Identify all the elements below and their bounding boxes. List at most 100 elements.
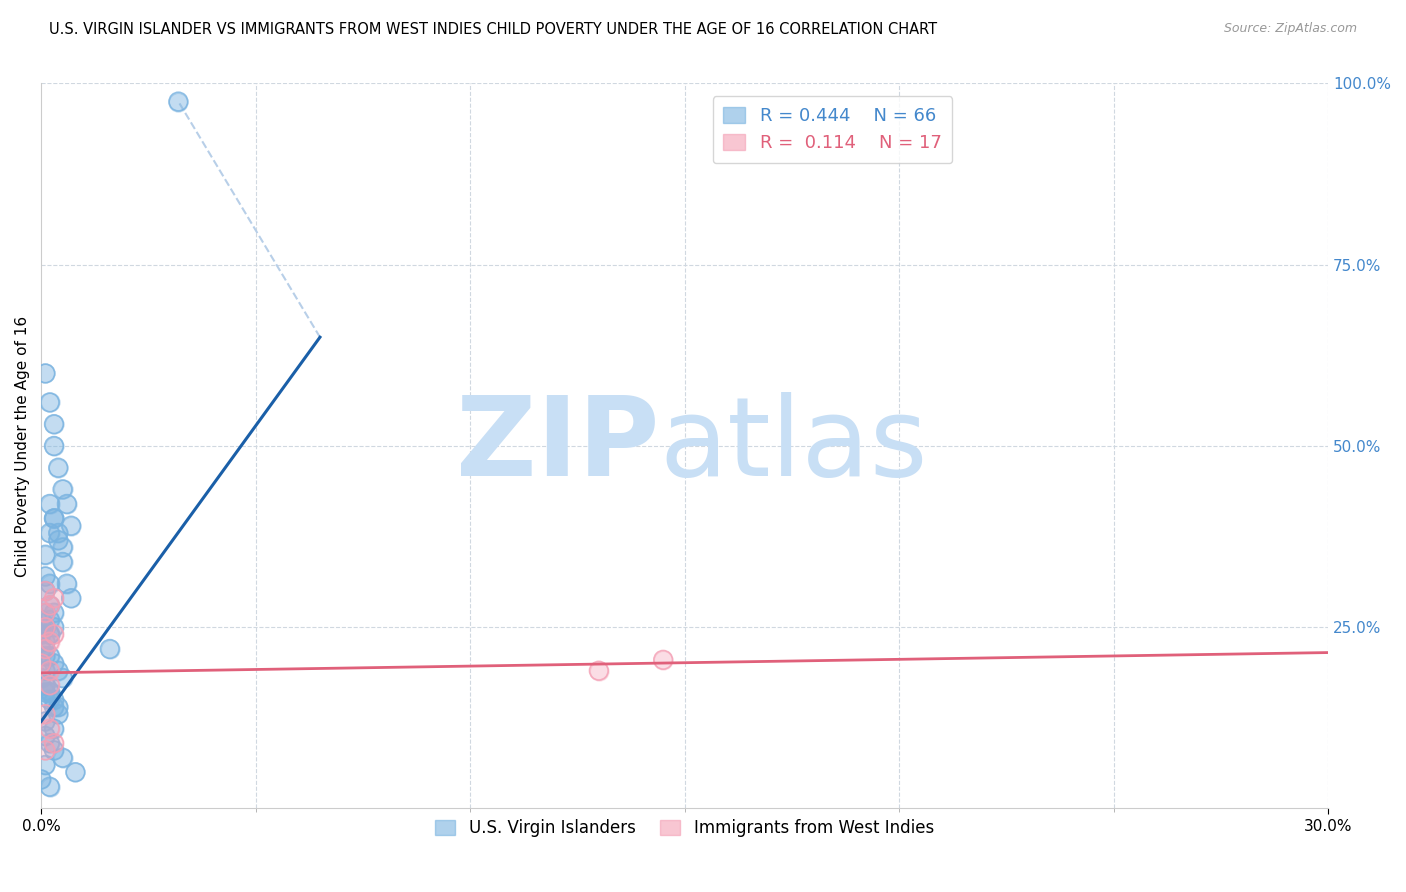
Point: [42, 606, 65, 620]
Point: [38, 395, 60, 409]
Point: [30, 657, 52, 671]
Point: [34, 743, 56, 757]
Point: [38, 576, 60, 591]
Point: [38, 722, 60, 736]
Point: [60, 591, 83, 606]
Point: [42, 736, 65, 750]
Point: [34, 678, 56, 692]
Point: [38, 678, 60, 692]
Point: [34, 678, 56, 692]
Point: [30, 642, 52, 657]
Legend: U.S. Virgin Islanders, Immigrants from West Indies: U.S. Virgin Islanders, Immigrants from W…: [429, 813, 941, 844]
Point: [42, 700, 65, 714]
Point: [34, 583, 56, 598]
Point: [30, 657, 52, 671]
Point: [42, 722, 65, 736]
Point: [34, 664, 56, 678]
Point: [30, 772, 52, 787]
Point: [42, 700, 65, 714]
Point: [34, 758, 56, 772]
Point: [38, 599, 60, 613]
Point: [46, 700, 69, 714]
Point: [42, 606, 65, 620]
Point: [34, 678, 56, 692]
Point: [38, 664, 60, 678]
Point: [38, 634, 60, 648]
Point: [38, 627, 60, 641]
Point: [51, 555, 73, 569]
Point: [652, 653, 675, 667]
Point: [42, 591, 65, 606]
Point: [42, 722, 65, 736]
Point: [38, 685, 60, 699]
Point: [34, 548, 56, 562]
Point: [30, 772, 52, 787]
Point: [38, 599, 60, 613]
Point: [51, 541, 73, 555]
Point: [652, 653, 675, 667]
Point: [42, 627, 65, 641]
Text: atlas: atlas: [659, 392, 928, 500]
Text: U.S. VIRGIN ISLANDER VS IMMIGRANTS FROM WEST INDIES CHILD POVERTY UNDER THE AGE : U.S. VIRGIN ISLANDER VS IMMIGRANTS FROM …: [49, 22, 938, 37]
Point: [60, 591, 83, 606]
Point: [42, 657, 65, 671]
Point: [98, 642, 121, 657]
Point: [42, 692, 65, 706]
Point: [34, 685, 56, 699]
Point: [42, 417, 65, 432]
Point: [46, 700, 69, 714]
Point: [46, 707, 69, 722]
Point: [38, 627, 60, 641]
Point: [34, 606, 56, 620]
Point: [38, 634, 60, 648]
Point: [34, 729, 56, 743]
Text: ZIP: ZIP: [456, 392, 659, 500]
Point: [38, 692, 60, 706]
Point: [51, 541, 73, 555]
Point: [34, 649, 56, 664]
Point: [42, 743, 65, 757]
Point: [34, 743, 56, 757]
Point: [30, 671, 52, 685]
Point: [65, 765, 87, 780]
Point: [34, 634, 56, 648]
Point: [30, 627, 52, 641]
Point: [34, 583, 56, 598]
Point: [30, 642, 52, 657]
Point: [38, 613, 60, 627]
Point: [42, 417, 65, 432]
Point: [46, 707, 69, 722]
Point: [56, 576, 79, 591]
Point: [51, 671, 73, 685]
Point: [38, 685, 60, 699]
Point: [42, 736, 65, 750]
Point: [46, 664, 69, 678]
Point: [38, 599, 60, 613]
Point: [34, 758, 56, 772]
Point: [34, 649, 56, 664]
Point: [34, 620, 56, 634]
Point: [51, 483, 73, 497]
Point: [38, 722, 60, 736]
Point: [30, 671, 52, 685]
Text: Source: ZipAtlas.com: Source: ZipAtlas.com: [1223, 22, 1357, 36]
Point: [38, 497, 60, 511]
Point: [38, 525, 60, 540]
Point: [42, 692, 65, 706]
Point: [38, 649, 60, 664]
Point: [34, 367, 56, 381]
Point: [42, 511, 65, 525]
Point: [42, 591, 65, 606]
Point: [38, 736, 60, 750]
Point: [34, 707, 56, 722]
Point: [34, 729, 56, 743]
Point: [34, 714, 56, 729]
Point: [34, 714, 56, 729]
Point: [38, 599, 60, 613]
Point: [38, 627, 60, 641]
Point: [38, 649, 60, 664]
Point: [42, 439, 65, 453]
Point: [60, 518, 83, 533]
Point: [98, 642, 121, 657]
Point: [34, 620, 56, 634]
